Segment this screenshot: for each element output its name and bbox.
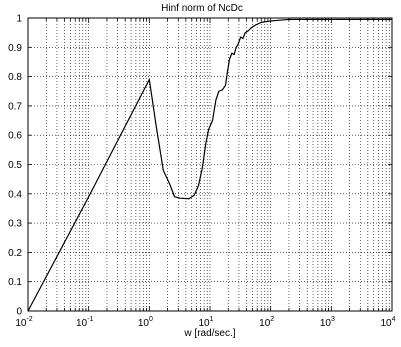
- y-tick-label: 0.9: [8, 43, 22, 54]
- grid: [28, 18, 392, 311]
- series-layer: [27, 18, 392, 312]
- chart-title: Hinf norm of NcDc: [161, 3, 243, 14]
- x-tick-label: 102: [259, 316, 274, 329]
- y-tick-label: 1: [16, 14, 22, 25]
- y-tick-label: 0.1: [8, 277, 22, 288]
- x-tick-labels: 10-2 10-1 100 101 102 103 104: [15, 316, 395, 329]
- x-tick-label: 100: [138, 316, 153, 329]
- y-tick-label: 0.8: [8, 72, 22, 83]
- x-tick-label: 10-2: [15, 316, 32, 329]
- y-tick-label: 0.6: [8, 131, 22, 142]
- y-tick-label: 0.5: [8, 160, 22, 171]
- y-tick-label: 0: [16, 307, 22, 318]
- x-tick-label: 101: [198, 316, 213, 329]
- x-tick-label: 104: [380, 316, 395, 329]
- series-line: [27, 18, 392, 312]
- y-tick-label: 0.4: [8, 189, 22, 200]
- x-tick-label: 103: [320, 316, 335, 329]
- x-tick-label: 10-1: [76, 316, 93, 329]
- y-tick-labels: 0 0.1 0.2 0.3 0.4 0.5 0.6 0.7 0.8 0.9 1: [8, 14, 22, 318]
- ticks: [28, 17, 392, 312]
- x-axis-label: w [rad/sec.]: [183, 328, 235, 339]
- y-tick-label: 0.7: [8, 101, 22, 112]
- y-tick-label: 0.3: [8, 219, 22, 230]
- y-tick-label: 0.2: [8, 248, 22, 259]
